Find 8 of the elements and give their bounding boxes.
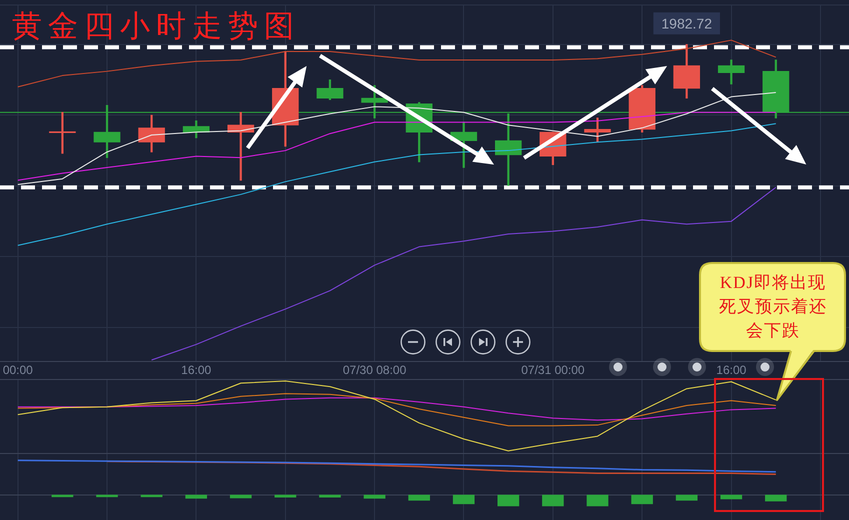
annotation: 1982.72 [661,15,712,32]
x-tick-label: 16:00 [716,363,747,378]
x-tick-label: 07/31 00:00 [521,363,585,378]
chart-title: 黄金四小时走势图 [12,10,300,43]
x-tick-label: 16:00 [181,363,212,378]
x-tick-label: 07/30 08:00 [342,363,407,378]
x-tick-label: 00:00 [2,363,34,378]
text: KDJ即将出现死叉预示着还会下跌 [718,272,828,342]
